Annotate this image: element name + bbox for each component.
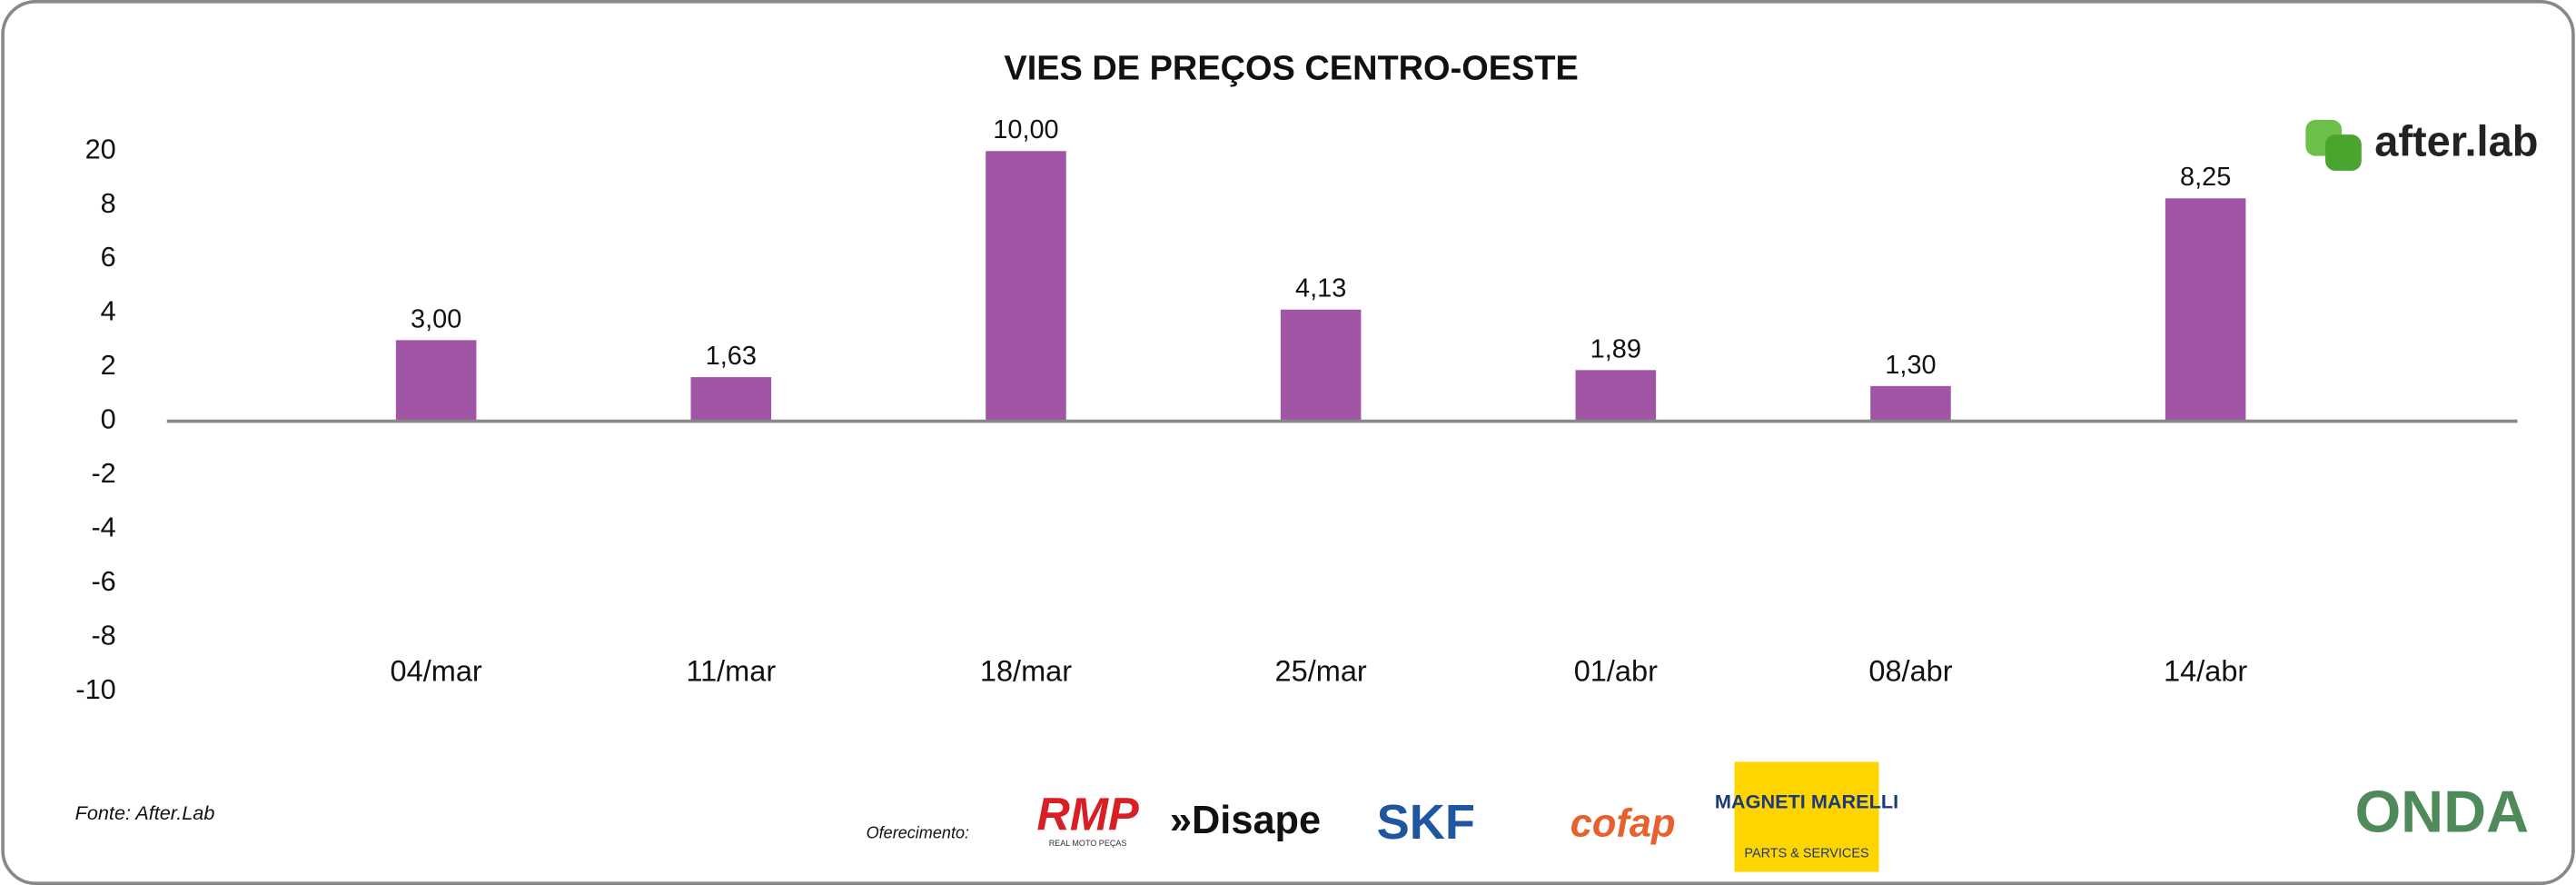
source: Fonte: After.Lab — [75, 801, 215, 824]
y-tick-label: 2 — [101, 349, 116, 381]
chart-title: VIES DE PREÇOS CENTRO-OESTE — [1004, 50, 1578, 88]
brand-text: after.lab — [2374, 116, 2538, 164]
bar — [1575, 370, 1657, 422]
sponsor-cofap: cofap — [1570, 801, 1676, 845]
brand-logo: after.lab — [2305, 116, 2538, 171]
y-tick-label: 8 — [101, 187, 116, 219]
partner-logo: ONDA — [2355, 778, 2530, 844]
value-label: 1,89 — [1590, 334, 1641, 363]
value-label: 4,13 — [1295, 274, 1346, 303]
x-tick-label: 08/abr — [1868, 654, 1952, 687]
value-label: 3,00 — [411, 304, 461, 333]
sponsor-rmp: RMP — [1036, 788, 1139, 840]
y-tick-label: -4 — [91, 512, 115, 543]
y-tick-label: 6 — [101, 241, 116, 273]
x-tick-label: 18/mar — [980, 654, 1072, 687]
y-tick-label: 20 — [85, 133, 116, 164]
sponsor-magneti-sub: PARTS & SERVICES — [1744, 846, 1868, 860]
brand-icon — [2325, 134, 2362, 171]
bar — [986, 151, 1066, 422]
bar — [2165, 198, 2246, 422]
sponsor-magneti-box — [1734, 761, 1879, 872]
y-tick-label: -6 — [91, 565, 115, 597]
bar — [1280, 309, 1362, 422]
x-tick-label: 01/abr — [1574, 654, 1658, 687]
value-label: 10,00 — [993, 115, 1058, 144]
value-label: 8,25 — [2180, 163, 2231, 192]
y-tick-label: 0 — [101, 403, 116, 435]
y-tick-label: 4 — [101, 295, 116, 327]
sponsor-skf: SKF — [1377, 795, 1475, 850]
sponsor-rmp-sub: REAL MOTO PEÇAS — [1049, 839, 1127, 848]
x-tick-label: 25/mar — [1275, 654, 1367, 687]
sponsor-disape: »Disape — [1170, 799, 1321, 842]
y-tick-label: -8 — [91, 619, 115, 651]
bar — [395, 340, 477, 422]
x-tick-label: 04/mar — [391, 654, 482, 687]
sponsor-label: Oferecimento: — [867, 824, 969, 842]
x-tick-label: 11/mar — [686, 654, 776, 687]
bar — [690, 377, 772, 422]
x-tick-label: 14/abr — [2164, 654, 2247, 687]
bar — [1870, 385, 1951, 422]
y-tick-label: -2 — [91, 457, 115, 489]
value-label: 1,30 — [1885, 351, 1936, 380]
y-tick-label: -10 — [75, 673, 115, 705]
value-label: 1,63 — [706, 342, 757, 371]
sponsor-magneti: MAGNETI MARELLI — [1715, 790, 1898, 812]
